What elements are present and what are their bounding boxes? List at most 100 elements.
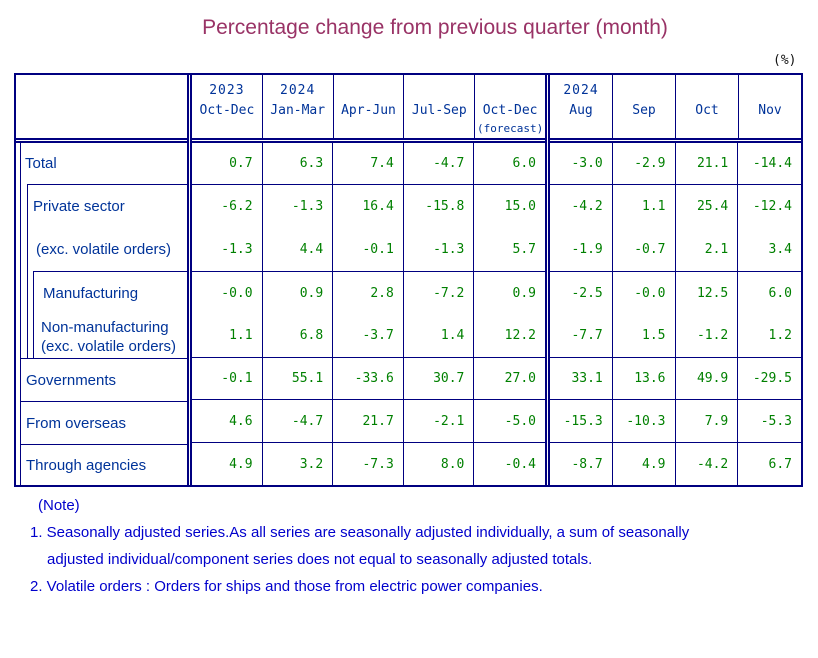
value-manufacturing-2023-oct-dec: -0.0: [192, 271, 263, 314]
value-from-overseas-2024-jan-mar: -4.7: [262, 399, 334, 442]
value-private-sector-jul-sep: -15.8: [403, 184, 475, 227]
value-manufacturing-oct-dec-forecast: 0.9: [474, 271, 545, 314]
value-private-exc-volatile-nov: 3.4: [768, 241, 792, 257]
row-label-non-manufacturing-line1: Non-manufacturing: [41, 318, 169, 336]
value-total-nov: -14.4: [752, 156, 792, 171]
value-non-manufacturing-2024-jan-mar: 6.8: [263, 314, 334, 357]
quarterly-block: 2023 Oct-Dec 2024 Jan-Mar Apr-Jun Jul-Sep Oct-…: [192, 75, 550, 485]
value-manufacturing-2024-jan-mar: 0.9: [262, 271, 334, 314]
value-governments-aug: 33.1: [550, 357, 613, 399]
row-label-private-sector: Private sector: [33, 198, 125, 215]
col-header-q-apr-jun: Apr-Jun: [334, 75, 405, 138]
value-total-oct: 21.1: [676, 143, 739, 184]
value-governments-oct-dec-forecast: 27.0: [474, 357, 545, 399]
value-private-exc-volatile-aug: -1.9: [550, 227, 613, 271]
value-non-manufacturing-sep: 1.5: [613, 314, 676, 357]
value-private-sector-apr-jun: 16.4: [333, 184, 404, 227]
value-governments-jul-sep: 30.7: [403, 357, 475, 399]
value-private-exc-volatile-apr-jun: -0.1: [333, 227, 404, 271]
value-non-manufacturing-oct-dec-forecast: 12.2: [504, 328, 536, 343]
value-non-manufacturing-nov: 1.2: [768, 328, 792, 343]
value-total-apr-jun: 7.4: [333, 143, 404, 184]
value-total-2024-jan-mar: 6.3: [263, 143, 334, 184]
value-through-agencies-2024-jan-mar: 3.2: [262, 442, 334, 485]
data-table: Total Private sector (exc. volatile orde…: [14, 73, 803, 487]
monthly-body-grid: -3.0 -2.9 21.1 -14.4 -4.2 1.1 25.4 -12.4 -1.9 -0.…: [550, 143, 801, 485]
row-label-group-manufacturing: Manufacturing Non-manufacturing (exc. vo…: [33, 271, 187, 358]
note-1-continued: adjusted individual/component series doe…: [47, 551, 593, 568]
col-header-q-2023-oct-dec: 2023 Oct-Dec: [192, 75, 263, 138]
value-through-agencies-oct-dec-forecast: -0.4: [474, 442, 545, 485]
value-private-sector-aug: -4.2: [550, 184, 613, 227]
value-private-sector-2023-oct-dec: -6.2: [192, 184, 263, 227]
value-private-sector-oct-dec-forecast: 15.0: [474, 184, 545, 227]
value-total-oct-dec-forecast: 6.0: [512, 156, 536, 171]
row-label-group-level1: Total Private sector (exc. volatile orde…: [20, 143, 187, 485]
value-non-manufacturing-oct: -1.2: [676, 314, 739, 357]
col-header-q-2024-jan-mar: 2024 Jan-Mar: [263, 75, 334, 138]
monthly-header-row: 2024 Aug Sep Oct Nov: [550, 75, 801, 143]
value-private-sector-sep: 1.1: [612, 184, 676, 227]
unit-label: (%): [773, 53, 797, 68]
value-private-exc-volatile-2024-jan-mar: 4.4: [263, 227, 334, 271]
row-label-private-exc-volatile: (exc. volatile orders): [36, 241, 172, 258]
value-total-sep: -2.9: [613, 143, 676, 184]
value-through-agencies-aug: -8.7: [550, 442, 613, 485]
value-from-overseas-aug: -15.3: [550, 399, 613, 442]
row-label-total: Total: [25, 155, 57, 172]
col-header-m-aug: 2024 Aug: [550, 75, 613, 138]
quarterly-header-row: 2023 Oct-Dec 2024 Jan-Mar Apr-Jun Jul-Sep Oct-…: [192, 75, 545, 143]
value-private-sector-oct: 25.4: [675, 184, 739, 227]
value-private-sector-2024-jan-mar: -1.3: [262, 184, 334, 227]
value-non-manufacturing-aug: -7.7: [550, 314, 613, 357]
col-header-m-sep: Sep: [613, 75, 676, 138]
value-total-jul-sep: -4.7: [404, 143, 475, 184]
value-manufacturing-sep: -0.0: [612, 271, 676, 314]
col-header-q-jul-sep: Jul-Sep: [404, 75, 476, 138]
value-total-2023-oct-dec: 0.7: [192, 143, 263, 184]
value-private-sector-nov: -12.4: [738, 184, 801, 227]
monthly-block: 2024 Aug Sep Oct Nov -3.0 -2.9 21.1 -14.4 -4.2 1.…: [550, 75, 801, 485]
row-label-group-private: Private sector (exc. volatile orders) Ma…: [27, 184, 187, 358]
value-through-agencies-oct: -4.2: [675, 442, 739, 485]
value-private-exc-volatile-jul-sep: -1.3: [404, 227, 475, 271]
col-header-q-oct-dec-forecast: Oct-Dec (forecast): [476, 102, 544, 136]
value-governments-nov: -29.5: [738, 357, 801, 399]
value-non-manufacturing-2023-oct-dec: 1.1: [192, 314, 263, 357]
value-private-exc-volatile-sep: -0.7: [613, 227, 676, 271]
col-header-m-oct: Oct: [676, 75, 739, 138]
value-governments-sep: 13.6: [612, 357, 676, 399]
note-heading: (Note): [38, 497, 80, 514]
value-governments-2024-jan-mar: 55.1: [262, 357, 334, 399]
row-label-through-agencies: Through agencies: [21, 444, 187, 485]
value-governments-oct: 49.9: [675, 357, 739, 399]
value-from-overseas-jul-sep: -2.1: [403, 399, 475, 442]
quarterly-body-grid: 0.7 6.3 7.4 -4.7 6.0 -6.2 -1.3 16.4 -15.8 15.0 -1.…: [192, 143, 545, 485]
value-manufacturing-aug: -2.5: [550, 271, 613, 314]
value-from-overseas-oct-dec-forecast: -5.0: [474, 399, 545, 442]
value-non-manufacturing-apr-jun: -3.7: [333, 314, 404, 357]
value-non-manufacturing-jul-sep: 1.4: [404, 314, 475, 357]
row-label-governments: Governments: [21, 358, 187, 401]
notes-section: (Note) 1. Seasonally adjusted series.As …: [30, 492, 689, 600]
value-manufacturing-oct: 12.5: [675, 271, 739, 314]
value-through-agencies-jul-sep: 8.0: [403, 442, 475, 485]
corner-cell: [16, 75, 187, 143]
note-2: 2. Volatile orders : Orders for ships an…: [30, 578, 543, 595]
value-through-agencies-nov: 6.7: [738, 442, 801, 485]
value-governments-apr-jun: -33.6: [333, 357, 404, 399]
row-label-non-manufacturing: Non-manufacturing (exc. volatile orders): [34, 315, 187, 358]
row-label-body: Total Private sector (exc. volatile orde…: [16, 143, 187, 485]
value-through-agencies-apr-jun: -7.3: [333, 442, 404, 485]
value-from-overseas-apr-jun: 21.7: [333, 399, 404, 442]
value-private-exc-volatile-oct-dec-forecast: 5.7: [512, 241, 536, 257]
value-private-exc-volatile-oct: 2.1: [676, 227, 739, 271]
row-label-manufacturing: Manufacturing: [43, 285, 139, 302]
value-manufacturing-apr-jun: 2.8: [333, 271, 404, 314]
col-header-m-nov: Nov: [758, 102, 782, 118]
page-title: Percentage change from previous quarter …: [202, 16, 668, 39]
row-label-column: Total Private sector (exc. volatile orde…: [16, 75, 192, 485]
value-through-agencies-sep: 4.9: [612, 442, 676, 485]
value-from-overseas-sep: -10.3: [612, 399, 676, 442]
value-from-overseas-nov: -5.3: [738, 399, 801, 442]
